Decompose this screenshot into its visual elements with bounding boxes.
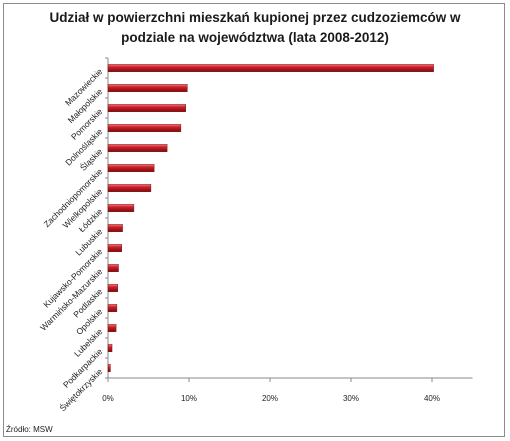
chart-frame	[3, 3, 505, 437]
bar-14	[107, 324, 117, 332]
chart-title: Udział w powierzchni mieszkań kupionej p…	[0, 8, 510, 48]
bars	[107, 64, 434, 372]
bar-2	[107, 84, 188, 92]
x-tick-label: 10%	[181, 394, 197, 403]
source-note: Źródło: MSW	[6, 425, 53, 434]
bar-16	[107, 364, 111, 372]
bar-11	[107, 264, 119, 272]
bar-5	[107, 144, 168, 152]
x-tick-label: 30%	[343, 394, 359, 403]
category-labels: MazowieckieMałopolskiePomorskieDolnośląs…	[38, 66, 104, 413]
x-tick-labels: 0% 10% 20% 30% 40%	[102, 394, 440, 403]
chart-title-line-1: Udział w powierzchni mieszkań kupionej p…	[49, 10, 461, 25]
x-tick-label: 40%	[424, 394, 440, 403]
bar-10	[107, 244, 122, 252]
bar-4	[107, 124, 182, 132]
bar-15	[107, 344, 113, 352]
bar-7	[107, 184, 152, 192]
bar-12	[107, 284, 118, 292]
bar-8	[107, 204, 135, 212]
bar-6	[107, 164, 155, 172]
x-tick-label: 0%	[102, 394, 114, 403]
bar-1	[107, 64, 434, 72]
x-tick-label: 20%	[262, 394, 278, 403]
bar-3	[107, 104, 186, 112]
bar-13	[107, 304, 118, 312]
bar-9	[107, 224, 123, 232]
chart-title-line-2: podziale na województwa (lata 2008-2012)	[121, 30, 389, 45]
